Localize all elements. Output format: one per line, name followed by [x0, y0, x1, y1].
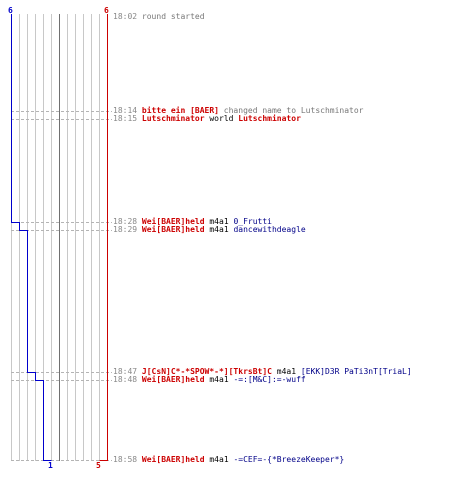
- event-time: 18:29: [113, 225, 138, 234]
- event-row: 18:47 J[CsN]C*-*SPOW*-*][TkrsBt]C m4a1 […: [113, 367, 412, 377]
- weapon-name: world: [204, 114, 239, 123]
- weapon-name: m4a1: [204, 217, 234, 226]
- weapon-name: m4a1: [204, 455, 234, 464]
- event-message: changed name to Lutschminator: [218, 106, 364, 115]
- red-team-alive-line: [99, 14, 108, 461]
- victim-name: -=CEF=-{*BreezeKeeper*}: [233, 455, 345, 464]
- event-row: 18:28 Wei[BAER]held m4a1 0_Frutti: [113, 217, 272, 227]
- event-row: 18:15 Lutschminator world Lutschminator: [113, 114, 301, 124]
- event-time: 18:02: [113, 12, 138, 21]
- blue-start-count: 6: [8, 6, 13, 15]
- killer-name: Wei[BAER]held: [141, 225, 205, 234]
- event-time: 18:28: [113, 217, 138, 226]
- killer-name: Wei[BAER]held: [141, 375, 205, 384]
- victim-name: Lutschminator: [238, 114, 301, 123]
- killer-name: Lutschminator: [141, 114, 205, 123]
- event-time: 18:58: [113, 455, 138, 464]
- player-name: bitte ein [BAER]: [141, 106, 219, 115]
- event-row: 18:02 round started: [113, 12, 205, 22]
- event-row: 18:29 Wei[BAER]held m4a1 dancewithdeagle: [113, 225, 306, 235]
- event-time: 18:48: [113, 375, 138, 384]
- event-row: 18:58 Wei[BAER]held m4a1 -=CEF=-{*Breeze…: [113, 455, 344, 465]
- victim-name: [EKK]D3R PaTi3nT[TriaL]: [300, 367, 412, 376]
- weapon-name: m4a1: [204, 225, 234, 234]
- victim-name: 0_Frutti: [233, 217, 272, 226]
- event-row: 18:14 bitte ein [BAER] changed name to L…: [113, 106, 363, 116]
- victim-name: dancewithdeagle: [233, 225, 306, 234]
- weapon-name: m4a1: [204, 375, 234, 384]
- blue-team-alive-line: [11, 14, 52, 461]
- blue-end-count: 1: [48, 461, 53, 470]
- killer-name: J[CsN]C*-*SPOW*-*][TkrsBt]C: [141, 367, 272, 376]
- red-end-count: 5: [96, 461, 101, 470]
- weapon-name: m4a1: [271, 367, 301, 376]
- victim-name: -=:[M&C]:=-wuff: [233, 375, 306, 384]
- event-row: 18:48 Wei[BAER]held m4a1 -=:[M&C]:=-wuff: [113, 375, 306, 385]
- killer-name: Wei[BAER]held: [141, 455, 205, 464]
- event-time: 18:14: [113, 106, 138, 115]
- event-guides: [11, 111, 112, 461]
- red-start-count: 6: [104, 6, 109, 15]
- killer-name: Wei[BAER]held: [141, 217, 205, 226]
- event-time: 18:47: [113, 367, 138, 376]
- event-time: 18:15: [113, 114, 138, 123]
- grid-lines: [11, 14, 100, 461]
- event-message: round started: [141, 12, 205, 21]
